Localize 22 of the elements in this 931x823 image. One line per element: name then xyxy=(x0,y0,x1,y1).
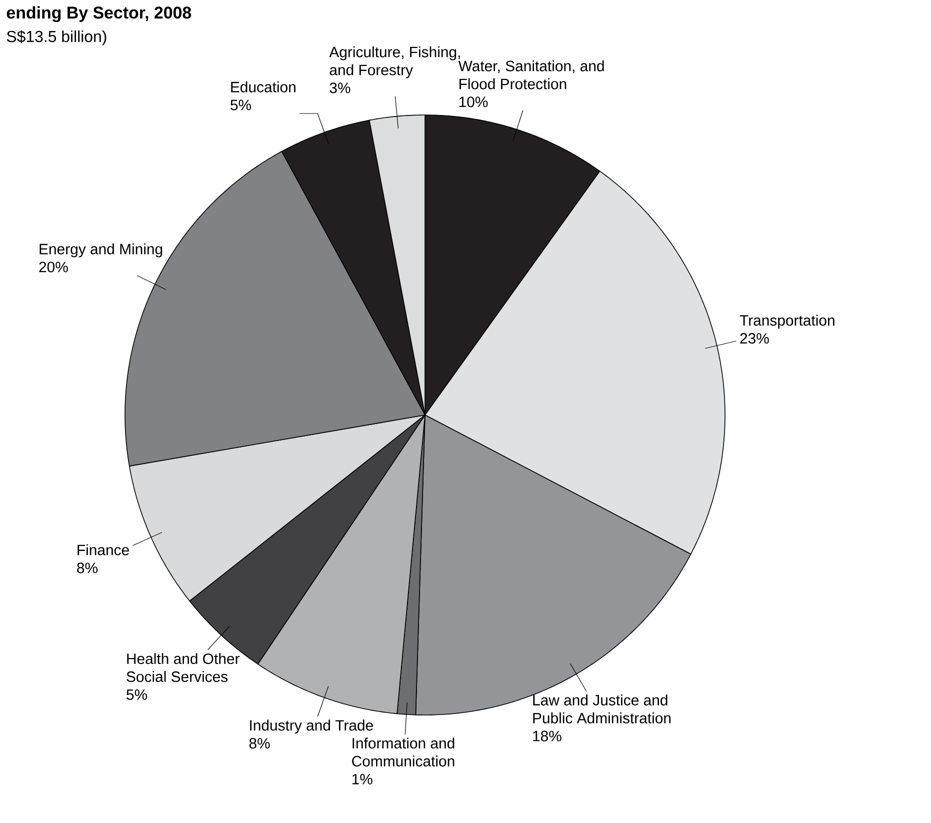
slice-label: Education xyxy=(231,81,296,92)
data-label: 18% xyxy=(533,730,562,742)
slice-label: Transportation xyxy=(740,314,834,329)
slice-label: Finance xyxy=(78,544,129,556)
data-label: 23% xyxy=(740,333,769,344)
data-label: 1% xyxy=(352,774,372,784)
chart-subtitle: S$13.5 billion) xyxy=(6,30,106,46)
data-label: 10% xyxy=(459,96,488,108)
data-label: 8% xyxy=(77,562,98,574)
slice-label: Information and Communication xyxy=(352,738,454,766)
data-label: 5% xyxy=(230,100,251,110)
data-label: 5% xyxy=(126,689,148,700)
slice-label: Agriculture, Fishing, and Forestry xyxy=(329,46,460,78)
slice-label: Energy and Mining xyxy=(40,243,162,258)
data-label: 20% xyxy=(39,262,68,272)
slice-label: Health and Other Social Services xyxy=(126,653,240,682)
slice-label: Industry and Trade xyxy=(250,720,373,734)
data-label: 8% xyxy=(249,738,270,749)
chart-title: ending By Sector, 2008 xyxy=(6,6,192,22)
slice-label: Water, Sanitation, and Flood Protection xyxy=(458,60,604,90)
slice-label: Law and Justice and Public Administration xyxy=(533,694,671,724)
data-label: 3% xyxy=(330,82,350,94)
